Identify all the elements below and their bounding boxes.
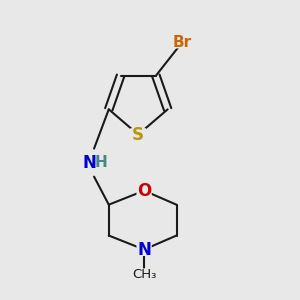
Text: H: H <box>95 155 107 170</box>
FancyBboxPatch shape <box>136 243 152 256</box>
FancyBboxPatch shape <box>172 36 193 49</box>
Text: CH₃: CH₃ <box>132 268 156 281</box>
FancyBboxPatch shape <box>136 184 152 197</box>
FancyBboxPatch shape <box>133 268 155 281</box>
Text: Br: Br <box>173 34 192 50</box>
FancyBboxPatch shape <box>81 156 107 169</box>
Text: O: O <box>137 182 151 200</box>
Text: N: N <box>137 241 151 259</box>
FancyBboxPatch shape <box>130 128 146 141</box>
Text: S: S <box>132 126 144 144</box>
Text: N: N <box>82 154 96 172</box>
